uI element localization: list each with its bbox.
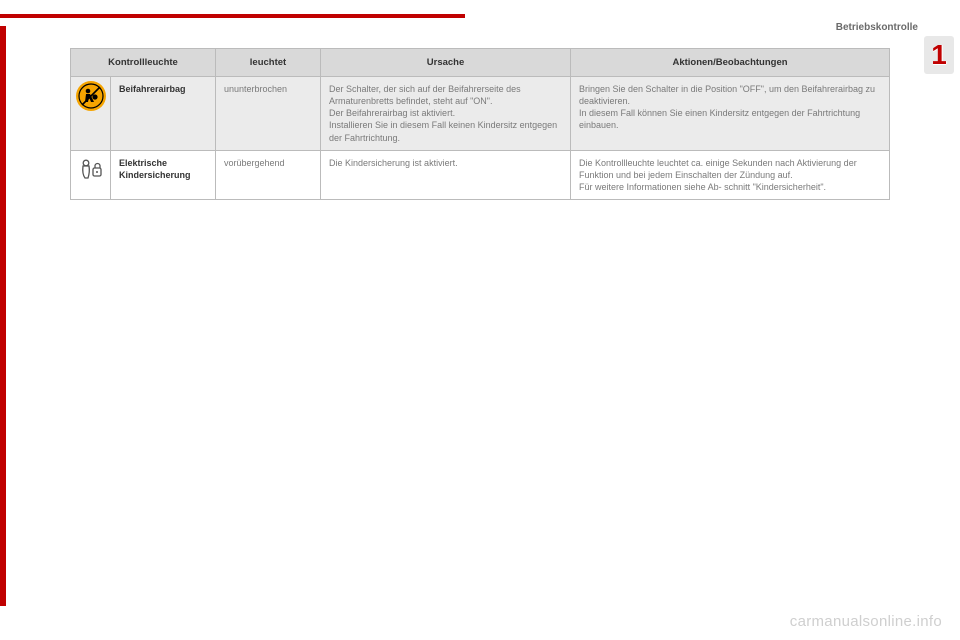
indicator-table: Kontrollleuchte leuchtet Ursache Aktione… — [70, 48, 890, 200]
row-action: Bringen Sie den Schalter in die Position… — [571, 77, 890, 151]
table-header-row: Kontrollleuchte leuchtet Ursache Aktione… — [71, 49, 890, 77]
left-red-edge — [0, 26, 6, 606]
row-status: vorübergehend — [216, 150, 321, 199]
top-red-bar — [0, 14, 465, 18]
header-kontrollleuchte: Kontrollleuchte — [71, 49, 216, 77]
header-leuchtet: leuchtet — [216, 49, 321, 77]
table-row: Elektrische Kindersicherung vorübergehen… — [71, 150, 890, 199]
row-cause: Die Kindersicherung ist aktiviert. — [321, 150, 571, 199]
header-aktionen: Aktionen/Beobachtungen — [571, 49, 890, 77]
icon-cell — [71, 150, 111, 199]
row-label: Elektrische Kindersicherung — [111, 150, 216, 199]
row-action: Die Kontrollleuchte leuchtet ca. einige … — [571, 150, 890, 199]
chapter-number: 1 — [931, 39, 947, 71]
row-cause: Der Schalter, der sich auf der Beifahrer… — [321, 77, 571, 151]
header-ursache: Ursache — [321, 49, 571, 77]
row-status: ununterbrochen — [216, 77, 321, 151]
icon-cell — [71, 77, 111, 151]
child-lock-icon — [77, 155, 105, 183]
chapter-tab: 1 — [924, 36, 954, 74]
section-title: Betriebskontrolle — [836, 22, 918, 33]
airbag-off-icon — [76, 81, 106, 111]
watermark: carmanualsonline.info — [790, 613, 942, 630]
table-row: Beifahrerairbag ununterbrochen Der Schal… — [71, 77, 890, 151]
row-label: Beifahrerairbag — [111, 77, 216, 151]
